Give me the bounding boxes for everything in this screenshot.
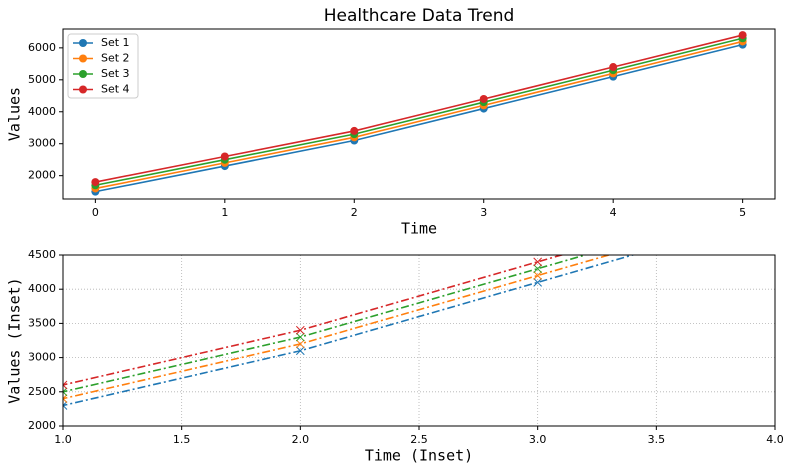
point-marker: [91, 178, 100, 187]
y-axis-label: Values: [6, 87, 24, 141]
x-tick-label: 2: [351, 206, 358, 219]
y-tick-label: 6000: [28, 41, 56, 54]
x-tick-label: 1.0: [54, 433, 72, 446]
y-tick-label: 2000: [28, 169, 56, 182]
x-tick-label: 4: [610, 206, 617, 219]
legend-marker: [79, 85, 87, 94]
point-marker: [63, 380, 68, 390]
point-marker: [609, 63, 618, 72]
axes-frame: [62, 254, 776, 427]
y-tick-label: 2500: [28, 385, 56, 398]
x-tick-label: 2.5: [410, 433, 428, 446]
axes-frame: [62, 28, 776, 200]
x-axis: 1.0 1.5 2.0 2.5 3.0 3.5 4.0: [54, 255, 784, 446]
point-marker: [533, 257, 543, 267]
x-tick-label: 1: [221, 206, 228, 219]
point-marker: [295, 332, 305, 342]
legend-label: Set 3: [101, 67, 130, 80]
legend-marker: [79, 39, 87, 47]
x-tick-label: 5: [739, 206, 746, 219]
x-tick-label: 3.5: [648, 433, 666, 446]
point-marker: [63, 394, 68, 403]
legend-label: Set 1: [101, 36, 130, 49]
series-line: [95, 34, 743, 183]
point-marker: [295, 339, 305, 349]
series-line: [63, 255, 636, 407]
y-axis: 2000 2500 3000 3500 4000 4500: [28, 248, 775, 432]
legend-box: [67, 33, 139, 99]
x-tick-label: 3.0: [529, 433, 547, 446]
x-tick-label: 3: [480, 206, 487, 219]
series-line: [63, 255, 612, 400]
x-axis-label: Time: [401, 220, 437, 238]
y-tick-label: 3500: [28, 316, 56, 329]
plot-area: [63, 255, 636, 410]
point-marker: [63, 401, 68, 410]
point-marker: [295, 325, 305, 335]
y-tick-label: 5000: [28, 73, 56, 86]
x-tick-label: 0: [92, 206, 99, 219]
point-marker: [533, 271, 543, 280]
legend-marker: [79, 70, 87, 78]
point-marker: [295, 346, 305, 356]
x-axis: 0 1 2 3 4 5: [92, 199, 746, 219]
point-marker: [533, 278, 543, 287]
y-tick-label: 4000: [28, 282, 56, 295]
point-marker: [350, 126, 359, 135]
series-line: [63, 255, 565, 386]
y-axis: 2000 3000 4000 5000 6000: [28, 41, 63, 182]
x-tick-label: 4.0: [766, 433, 784, 446]
series-line: [95, 43, 743, 193]
plot-area: [91, 31, 747, 196]
y-tick-label: 3000: [28, 137, 56, 150]
series-line: [95, 37, 743, 187]
series-line: [63, 255, 589, 393]
point-marker: [738, 31, 747, 40]
point-marker: [63, 387, 68, 397]
chart-title: Healthcare Data Trend: [324, 6, 515, 26]
y-tick-label: 4000: [28, 105, 56, 118]
point-marker: [533, 264, 543, 274]
y-axis-label: Values (Inset): [6, 277, 24, 403]
x-axis-label: Time (Inset): [365, 447, 473, 465]
legend: Set 1 Set 2 Set 3 Set 4: [67, 33, 139, 99]
legend-marker: [79, 54, 87, 63]
legend-label: Set 2: [101, 52, 130, 65]
x-tick-label: 1.5: [173, 433, 191, 446]
legend-label: Set 4: [101, 83, 130, 96]
series-line: [95, 40, 743, 190]
x-tick-label: 2.0: [292, 433, 310, 446]
y-tick-label: 2000: [28, 419, 56, 432]
y-tick-label: 4500: [28, 248, 56, 261]
point-marker: [220, 152, 229, 161]
y-tick-label: 3000: [28, 351, 56, 364]
point-marker: [479, 94, 488, 103]
